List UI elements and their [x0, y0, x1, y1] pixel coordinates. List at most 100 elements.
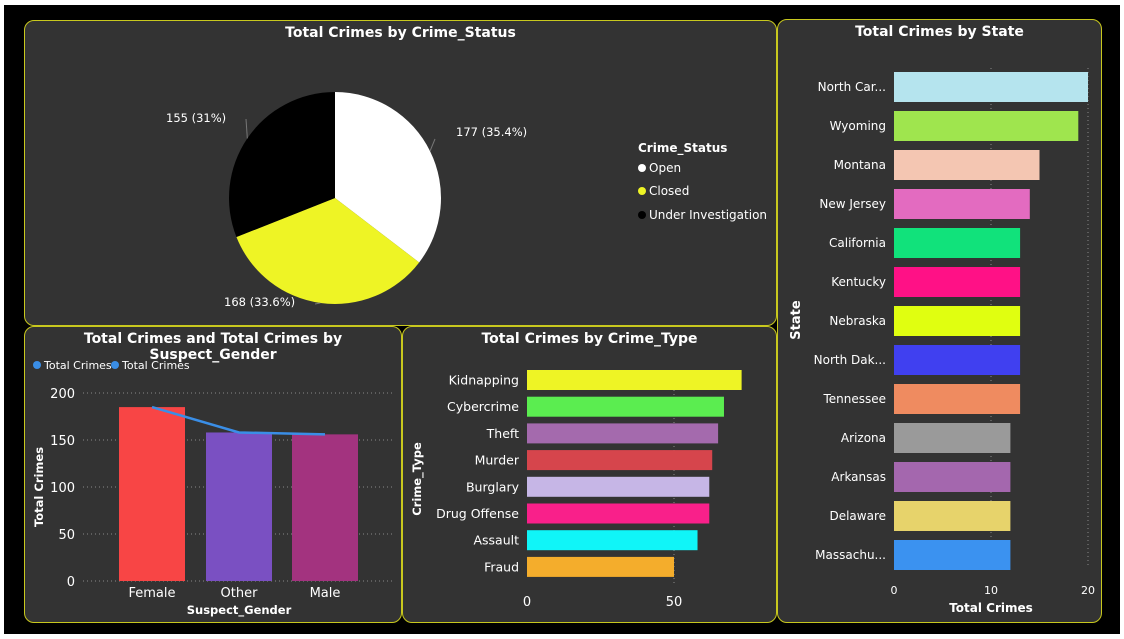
state-bar-tennessee[interactable] [894, 384, 1021, 414]
type-bar-fraud[interactable] [527, 556, 674, 577]
state-x-tick: 10 [984, 584, 998, 597]
type-bar-theft[interactable] [527, 423, 719, 444]
suspect-gender-combo-chart: 0 50 100 150 200 Female Other Male Suspect_Gende… [32, 387, 395, 618]
type-category-label: Fraud [484, 559, 519, 574]
crime-type-title: Total Crimes by Crime_Type [481, 331, 698, 347]
type-x-tick: 0 [523, 595, 531, 610]
pie-slice-open[interactable] [335, 92, 442, 263]
gender-legend-item-2[interactable]: Total Crimes [111, 359, 190, 372]
gender-legend-dot-1 [33, 361, 41, 369]
state-category-label: North Car... [818, 80, 886, 94]
state-bar-delaware[interactable] [894, 501, 1011, 531]
pie-leader-line-under-investigation [245, 118, 248, 139]
type-y-axis-label: Crime_Type [410, 442, 425, 516]
state-x-tick: 0 [891, 584, 898, 597]
suspect-gender-panel: Total Crimes and Total Crimes by Suspect… [24, 326, 402, 623]
state-x-tick: 20 [1081, 584, 1095, 597]
type-category-label: Cybercrime [447, 399, 519, 414]
state-bar-arizona[interactable] [894, 423, 1011, 453]
gender-legend-dot-2 [111, 361, 119, 369]
gender-bar-other[interactable] [206, 432, 272, 581]
state-bar-nebraska[interactable] [894, 306, 1021, 336]
state-category-label: New Jersey [819, 197, 886, 211]
legend-dot-under-investigation [638, 210, 646, 219]
gender-y-tick: 100 [50, 481, 75, 496]
state-y-axis-label: State [789, 300, 804, 340]
state-category-label: California [829, 236, 886, 250]
state-bar-north-car[interactable] [894, 72, 1088, 102]
crime-status-pie-chart: 177 (35.4%) 168 (33.6%) 155 (31%) [166, 92, 527, 309]
pie-data-label-closed: 168 (33.6%) [224, 295, 295, 309]
suspect-gender-title: Total Crimes and Total Crimes by Suspect… [83, 331, 343, 363]
state-bar-montana[interactable] [894, 150, 1040, 180]
gender-total-crimes-line[interactable] [151, 405, 326, 436]
crime-status-title: Total Crimes by Crime_Status [285, 25, 516, 41]
gender-legend-item-1[interactable]: Total Crimes [33, 359, 112, 372]
legend-dot-open [638, 163, 646, 172]
legend-item-under-investigation[interactable]: Under Investigation [638, 208, 767, 222]
pie-leader-line-closed [314, 302, 321, 305]
legend-label-closed: Closed [649, 184, 690, 198]
legend-label-open: Open [649, 161, 682, 175]
state-bar-california[interactable] [894, 228, 1021, 258]
type-bar-assault[interactable] [527, 530, 698, 551]
state-bar-wyoming[interactable] [894, 111, 1079, 141]
dashboard-canvas: Total Crimes by Crime_Status 177 (35.4%)… [4, 5, 1120, 634]
state-bar-new-jersey[interactable] [894, 189, 1030, 219]
gender-category-label: Female [128, 586, 175, 601]
type-category-label: Assault [473, 533, 519, 548]
pie-data-label-open: 177 (35.4%) [456, 125, 527, 139]
type-bar-burglary[interactable] [527, 476, 710, 497]
crime-status-legend-title: Crime_Status [638, 141, 728, 155]
state-category-label: Montana [834, 158, 886, 172]
state-title: Total Crimes by State [855, 24, 1024, 40]
crime-type-bar-chart: 0 50 Kidnapping Cybercrime Theft Murder Burgla… [410, 370, 742, 610]
pie-slice-under-investigation[interactable] [228, 92, 335, 238]
legend-dot-closed [638, 186, 646, 195]
state-category-label: Kentucky [831, 275, 886, 289]
type-bar-kidnapping[interactable] [527, 370, 742, 390]
gender-y-tick: 50 [58, 528, 75, 543]
state-bar-north-dak[interactable] [894, 345, 1021, 375]
type-category-label: Theft [486, 426, 519, 441]
legend-item-closed[interactable]: Closed [638, 184, 689, 198]
legend-label-under-investigation: Under Investigation [649, 208, 768, 222]
gender-y-tick: 0 [67, 575, 75, 590]
type-category-label: Murder [475, 453, 520, 468]
type-x-tick: 50 [666, 595, 683, 610]
state-category-label: Arizona [841, 431, 886, 445]
state-category-label: North Dak... [814, 353, 886, 367]
gender-x-axis-label: Suspect_Gender [187, 603, 292, 618]
pie-data-label-under-investigation: 155 (31%) [166, 111, 226, 125]
state-category-label: Massachu... [815, 548, 886, 562]
gender-y-axis-label: Total Crimes [32, 447, 46, 527]
gender-bar-female[interactable] [119, 407, 185, 581]
state-x-axis-label: Total Crimes [949, 601, 1033, 615]
gender-y-tick: 150 [50, 434, 75, 449]
state-bar-massachu[interactable] [894, 540, 1011, 570]
type-category-label: Burglary [466, 479, 520, 494]
state-bar-kentucky[interactable] [894, 267, 1021, 297]
state-category-label: Nebraska [829, 314, 886, 328]
pie-leader-line-open [429, 138, 436, 152]
state-bar-arkansas[interactable] [894, 462, 1011, 492]
crime-status-panel: Total Crimes by Crime_Status 177 (35.4%)… [24, 20, 777, 326]
type-bar-murder[interactable] [527, 450, 713, 471]
pie-slice-closed[interactable] [236, 198, 420, 305]
state-category-label: Delaware [829, 509, 886, 523]
state-bar-chart: 0 10 20 North Car... Wyoming Montana New Jerse… [789, 68, 1095, 615]
type-category-label: Drug Offense [436, 506, 519, 521]
crime-type-panel: Total Crimes by Crime_Type 0 50 Kidnapping… [402, 326, 777, 623]
state-category-label: Arkansas [831, 470, 886, 484]
type-bar-cybercrime[interactable] [527, 396, 724, 417]
gender-legend-label-2: Total Crimes [122, 359, 190, 372]
state-category-label: Wyoming [830, 119, 886, 133]
gender-legend-label-1: Total Crimes [44, 359, 112, 372]
type-category-label: Kidnapping [449, 373, 519, 388]
state-panel: Total Crimes by State 0 10 20 North Car... W… [777, 19, 1102, 623]
gender-bar-male[interactable] [292, 434, 358, 581]
gender-y-tick: 200 [50, 387, 75, 402]
type-bar-drug-offense[interactable] [527, 503, 710, 524]
gender-category-label: Other [221, 586, 259, 601]
legend-item-open[interactable]: Open [638, 161, 681, 175]
